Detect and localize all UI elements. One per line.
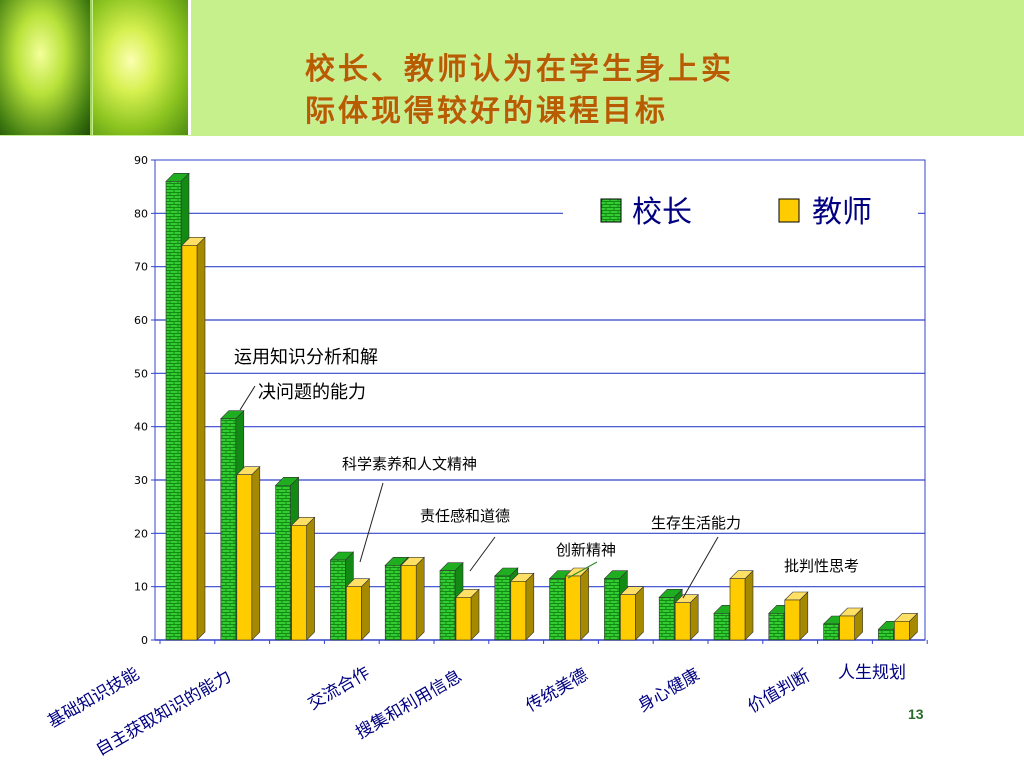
annotation-label: 科学素养和人文精神 bbox=[342, 455, 477, 473]
annotation-label: 运用知识分析和解 bbox=[234, 347, 378, 368]
lightbulb-glow-photo bbox=[93, 0, 188, 135]
lightbulb-photo bbox=[0, 0, 92, 135]
x-tick-label: 人生规划 bbox=[838, 663, 906, 683]
y-tick-label: 20 bbox=[134, 527, 148, 540]
bar-teacher-side bbox=[744, 569, 754, 641]
y-tick-label: 60 bbox=[134, 314, 148, 327]
annotation-leader-line bbox=[359, 482, 384, 563]
bar-principal bbox=[878, 629, 894, 641]
annotation-label: 责任感和道德 bbox=[420, 507, 510, 525]
bar-teacher-side bbox=[415, 556, 425, 641]
bar-teacher bbox=[181, 245, 198, 641]
bar-teacher-side bbox=[580, 567, 589, 641]
bar-principal bbox=[658, 597, 675, 641]
bar-teacher-side bbox=[196, 236, 206, 641]
bar-teacher-side bbox=[361, 577, 370, 641]
legend-label-teacher: 教师 bbox=[812, 195, 872, 230]
legend-box bbox=[563, 178, 918, 238]
bar-principal bbox=[330, 559, 346, 641]
bar-principal bbox=[275, 485, 291, 641]
annotation-leader-line bbox=[567, 561, 598, 579]
bar-principal bbox=[823, 623, 839, 641]
y-tick-label: 10 bbox=[134, 581, 148, 594]
slide-header: 校长、教师认为在学生身上实 际体现得较好的课程目标 bbox=[0, 0, 1024, 136]
annotation-leader-line bbox=[239, 385, 256, 411]
annotation-leader-line bbox=[682, 536, 719, 599]
x-tick-label: 传统美德 bbox=[523, 665, 592, 716]
legend-swatch-teacher bbox=[778, 198, 800, 223]
bar-teacher-side bbox=[635, 585, 644, 641]
bar-teacher bbox=[400, 565, 417, 641]
bar-principal bbox=[549, 578, 565, 641]
x-tick-label: 身心健康 bbox=[635, 665, 704, 716]
bar-teacher bbox=[565, 575, 581, 641]
y-tick-label: 50 bbox=[134, 367, 148, 380]
annotation-label: 批判性思考 bbox=[784, 557, 859, 575]
bar-teacher bbox=[510, 581, 527, 641]
annotation-label: 决问题的能力 bbox=[258, 382, 366, 403]
y-tick-label: 80 bbox=[134, 207, 148, 220]
legend-label-principal: 校长 bbox=[632, 195, 692, 230]
bar-teacher bbox=[346, 586, 362, 641]
page-number: 13 bbox=[908, 706, 924, 722]
bar-principal bbox=[604, 578, 620, 641]
bar-teacher bbox=[674, 602, 691, 641]
bar-teacher-side bbox=[251, 465, 261, 641]
bar-principal bbox=[384, 565, 401, 641]
bar-teacher bbox=[291, 525, 307, 641]
bar-principal bbox=[165, 181, 182, 641]
y-tick-label: 40 bbox=[134, 421, 148, 434]
y-tick-label: 30 bbox=[134, 474, 148, 487]
bar-teacher bbox=[839, 615, 855, 641]
annotation-label: 创新精神 bbox=[556, 541, 616, 559]
bar-teacher-side bbox=[306, 516, 315, 641]
bar-principal bbox=[494, 575, 511, 641]
bar-teacher-side bbox=[525, 572, 535, 641]
bar-principal bbox=[220, 418, 237, 641]
annotation-leader-line bbox=[469, 536, 496, 572]
x-tick-label: 交流合作 bbox=[305, 663, 374, 714]
y-tick-label: 0 bbox=[141, 634, 148, 647]
photo-divider bbox=[188, 0, 191, 135]
bar-teacher bbox=[455, 597, 472, 641]
bar-teacher bbox=[784, 599, 801, 641]
x-tick-label: 价值判断 bbox=[745, 666, 814, 717]
bar-principal bbox=[768, 613, 785, 641]
legend-swatch-principal bbox=[600, 198, 622, 223]
y-tick-label: 70 bbox=[134, 261, 148, 274]
bar-teacher-side bbox=[470, 588, 480, 641]
bar-teacher bbox=[236, 474, 253, 641]
bar-principal bbox=[713, 613, 730, 641]
annotation-label: 生存生活能力 bbox=[651, 514, 741, 532]
bar-teacher bbox=[729, 578, 746, 641]
bar-principal bbox=[439, 570, 456, 641]
bar-teacher bbox=[894, 621, 910, 641]
y-tick-label: 90 bbox=[134, 154, 148, 167]
slide-title-line1: 校长、教师认为在学生身上实 bbox=[305, 52, 734, 87]
slide-title-line2: 际体现得较好的课程目标 bbox=[305, 94, 668, 129]
bar-teacher bbox=[620, 594, 636, 641]
